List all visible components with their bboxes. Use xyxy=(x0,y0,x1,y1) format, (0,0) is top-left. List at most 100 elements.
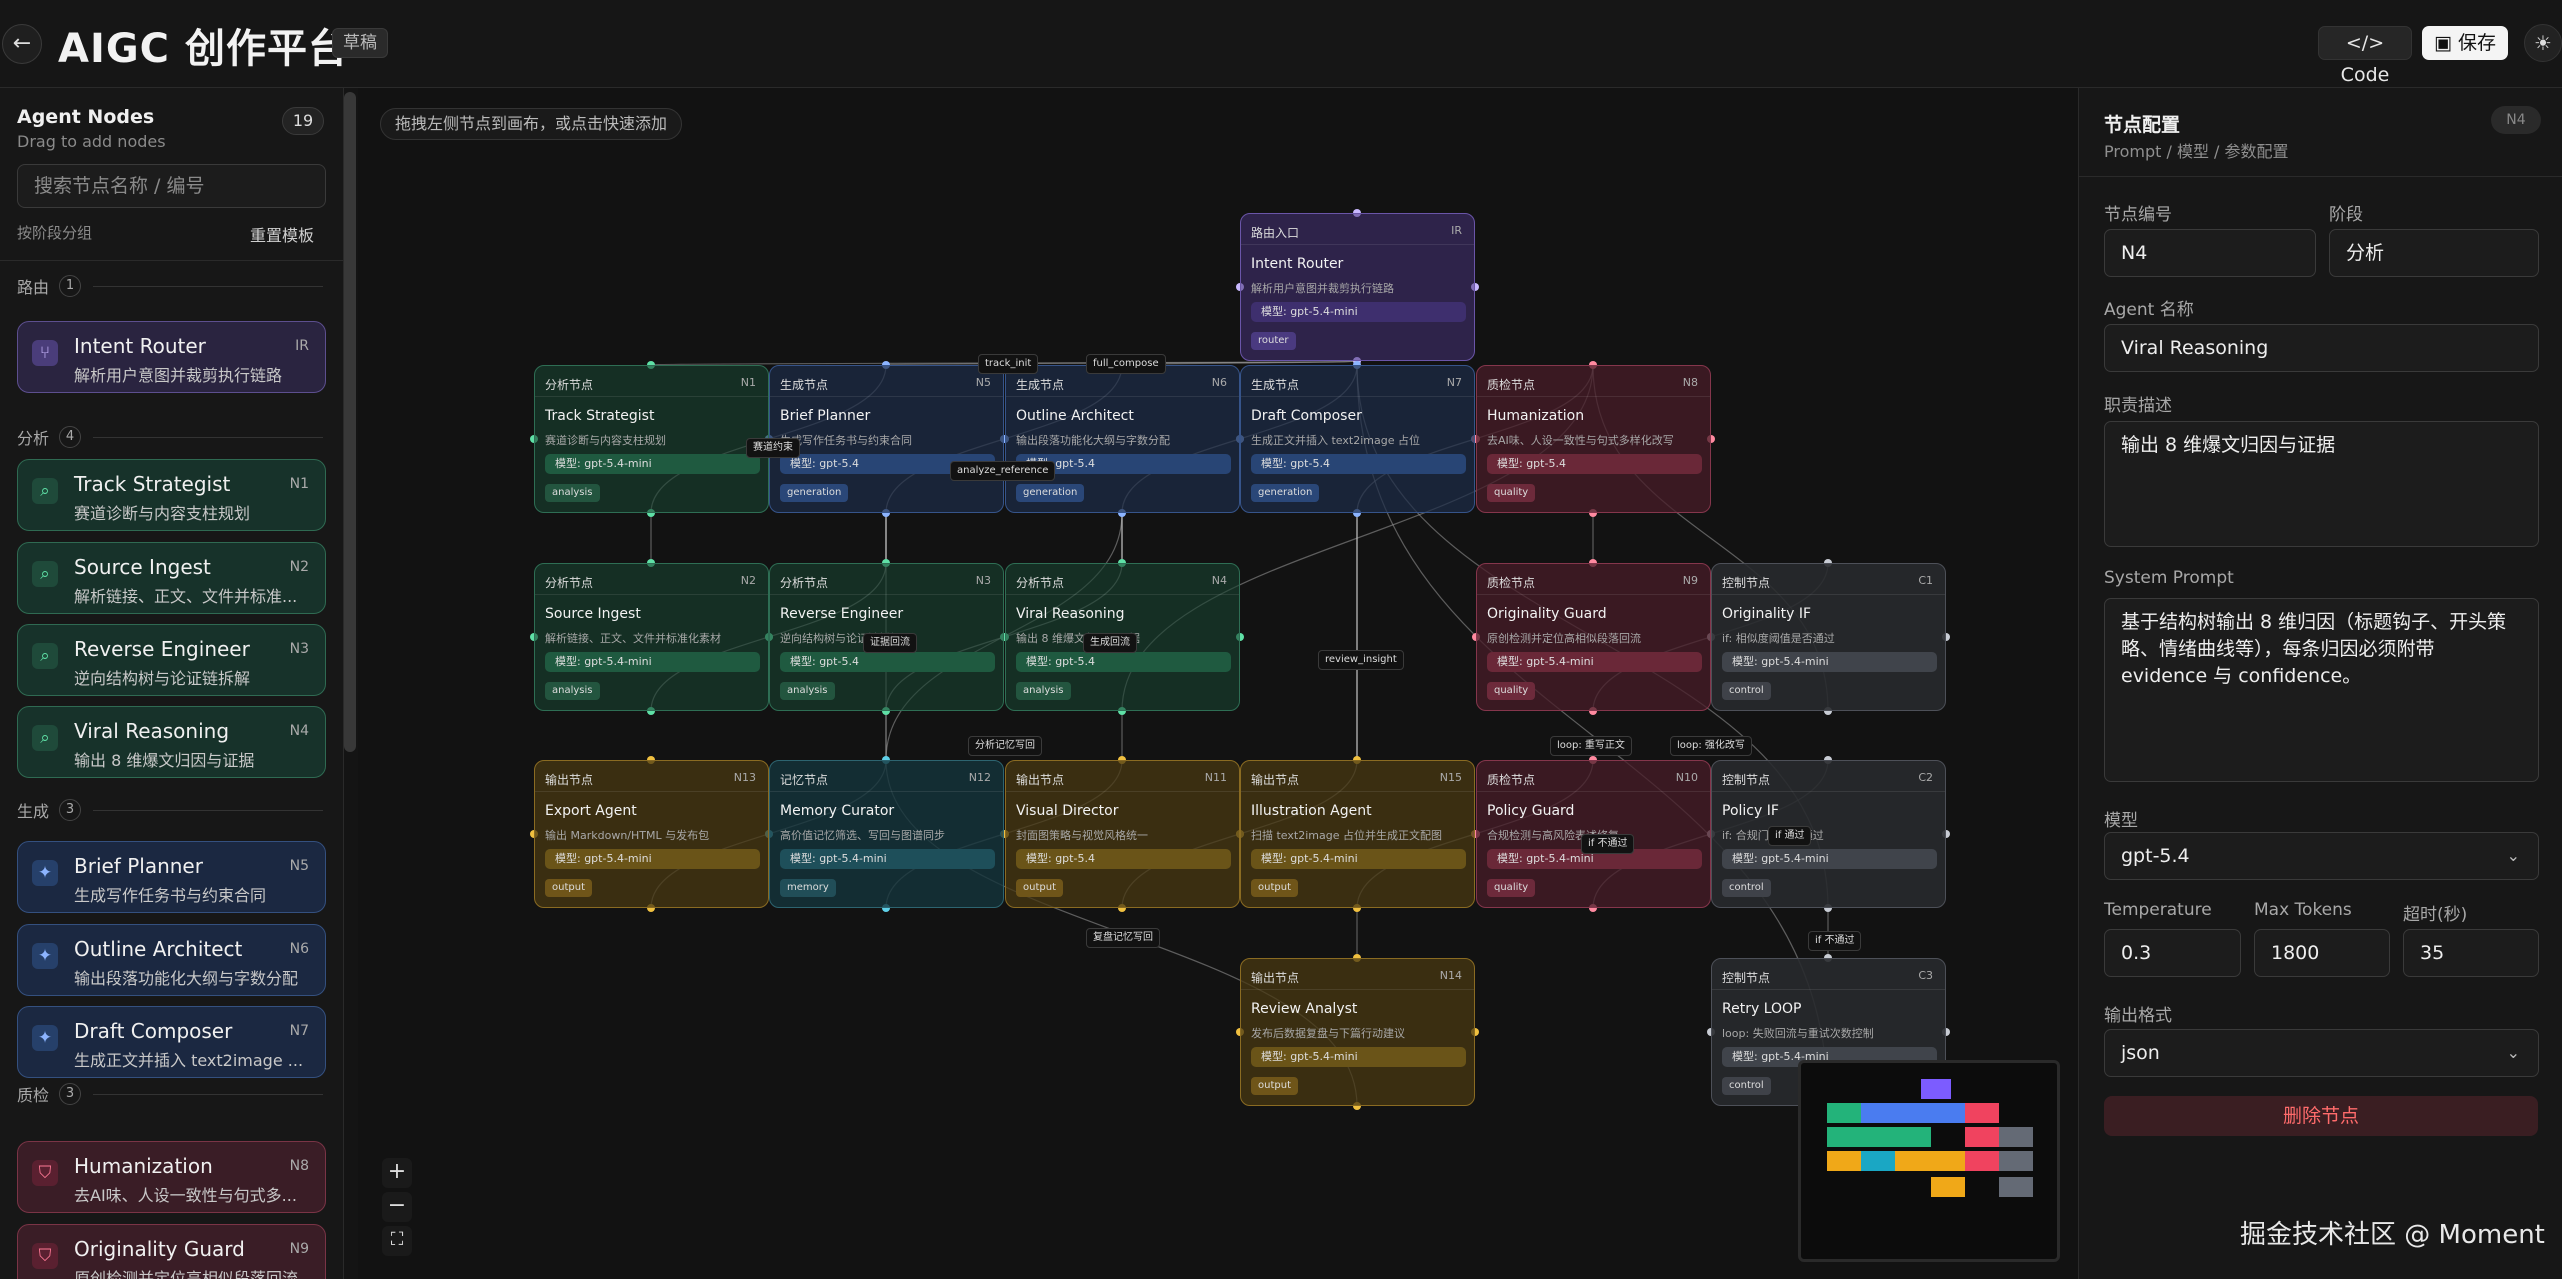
reset-template-button[interactable]: 重置模板 xyxy=(250,226,315,245)
duty-textarea[interactable]: 输出 8 维爆文归因与证据 xyxy=(2104,421,2539,547)
agent-name-field[interactable]: Viral Reasoning xyxy=(2104,324,2539,372)
temperature-field[interactable]: 0.3 xyxy=(2104,929,2241,977)
node-id: N12 xyxy=(968,771,991,784)
group-by-stage-toggle[interactable]: 按阶段分组 xyxy=(17,224,93,242)
node-id-field[interactable]: N4 xyxy=(2104,229,2316,277)
canvas-node-n2[interactable]: 分析节点 N2 Source Ingest 解析链接、正文、文件并标准化素材 模… xyxy=(534,563,769,711)
canvas-node-ir[interactable]: 路由入口 IR Intent Router 解析用户意图并裁剪执行链路 模型: … xyxy=(1240,213,1475,361)
canvas-node-n12[interactable]: 记忆节点 N12 Memory Curator 高价值记忆筛选、写回与图谱同步 … xyxy=(769,760,1004,908)
model-select[interactable]: gpt-5.4 ⌄ xyxy=(2104,832,2539,880)
fit-view-button[interactable]: ⛶ xyxy=(382,1226,412,1256)
node-card-n5[interactable]: ✦ Brief Planner 生成写作任务书与约束合同 N5 xyxy=(17,841,326,913)
code-button[interactable]: </> Code xyxy=(2318,26,2412,86)
stage-field[interactable]: 分析 xyxy=(2329,229,2539,277)
node-card-name: Draft Composer xyxy=(74,1019,233,1043)
node-stage: 质检节点 xyxy=(1487,576,1536,590)
node-card-n1[interactable]: ⌕ Track Strategist 赛道诊断与内容支柱规划 N1 xyxy=(17,459,326,531)
canvas-node-n13[interactable]: 输出节点 N13 Export Agent 输出 Markdown/HTML 与… xyxy=(534,760,769,908)
canvas-hint: 拖拽左侧节点到画布，或点击快速添加 xyxy=(380,108,683,140)
canvas-node-n11[interactable]: 输出节点 N11 Visual Director 封面图策略与视觉风格统一 模型… xyxy=(1005,760,1240,908)
canvas-node-n3[interactable]: 分析节点 N3 Reverse Engineer 逆向结构树与论证链拆解 模型:… xyxy=(769,563,1004,711)
node-desc: loop: 失败回流与重试次数控制 xyxy=(1722,1027,1874,1040)
node-card-desc: 去AI味、人设一致性与句式多... xyxy=(74,1186,297,1205)
output-format-select[interactable]: json ⌄ xyxy=(2104,1029,2539,1077)
canvas-node-n15[interactable]: 输出节点 N15 Illustration Agent 扫描 text2imag… xyxy=(1240,760,1475,908)
zoom-in-button[interactable]: + xyxy=(382,1158,412,1188)
node-model: 模型: gpt-5.4-mini xyxy=(545,849,760,869)
canvas-node-n5[interactable]: 生成节点 N5 Brief Planner 生成写作任务书与约束合同 模型: g… xyxy=(769,365,1004,513)
node-tag: quality xyxy=(1487,484,1536,502)
sparkle-icon: ✦ xyxy=(32,943,58,969)
code-button-label: Code xyxy=(2340,64,2390,86)
edge-label: 复盘记忆写回 xyxy=(1086,928,1160,948)
workflow-canvas[interactable]: 路由入口 IR Intent Router 解析用户意图并裁剪执行链路 模型: … xyxy=(358,88,2078,1279)
canvas-node-n8[interactable]: 质检节点 N8 Humanization 去AI味、人设一致性与句式多样化改写 … xyxy=(1476,365,1711,513)
canvas-node-c1[interactable]: 控制节点 C1 Originality IF if: 相似度阈值是否通过 模型:… xyxy=(1711,563,1946,711)
node-card-ir[interactable]: ⑂ Intent Router 解析用户意图并裁剪执行链路 IR xyxy=(17,321,326,393)
node-divider xyxy=(1241,396,1474,397)
timeout-field[interactable]: 35 xyxy=(2403,929,2539,977)
edge-label: analyze_reference xyxy=(950,461,1056,481)
node-model: 模型: gpt-5.4-mini xyxy=(1251,1047,1466,1067)
node-card-code: N6 xyxy=(289,941,309,957)
canvas-node-n6[interactable]: 生成节点 N6 Outline Architect 输出段落功能化大纲与字数分配… xyxy=(1005,365,1240,513)
node-tag: control xyxy=(1722,682,1771,700)
divider xyxy=(0,260,343,261)
section-label: 路由 xyxy=(17,278,50,297)
node-stage: 输出节点 xyxy=(1251,773,1300,787)
node-name: Illustration Agent xyxy=(1251,803,1372,819)
node-card-n3[interactable]: ⌕ Reverse Engineer 逆向结构树与论证链拆解 N3 xyxy=(17,624,326,696)
node-name: Retry LOOP xyxy=(1722,1001,1802,1017)
canvas-node-n1[interactable]: 分析节点 N1 Track Strategist 赛道诊断与内容支柱规划 模型:… xyxy=(534,365,769,513)
node-card-n9[interactable]: ⛉ Originality Guard 原创检测并定位高相似段落回流 N9 xyxy=(17,1224,326,1279)
delete-node-button[interactable]: 删除节点 xyxy=(2104,1096,2538,1136)
node-search-input[interactable] xyxy=(17,164,326,208)
node-name: Policy Guard xyxy=(1487,803,1575,819)
section-rule xyxy=(93,436,324,438)
section-label: 质检 xyxy=(17,1086,50,1105)
node-card-n2[interactable]: ⌕ Source Ingest 解析链接、正文、文件并标准... N2 xyxy=(17,542,326,614)
node-id: N2 xyxy=(740,574,756,587)
model-label: 模型 xyxy=(2104,811,2138,831)
node-tag: generation xyxy=(1016,484,1085,502)
zoom-out-button[interactable]: − xyxy=(382,1192,412,1222)
canvas-node-n9[interactable]: 质检节点 N9 Originality Guard 原创检测并定位高相似段落回流… xyxy=(1476,563,1711,711)
sparkle-icon: ✦ xyxy=(32,1025,58,1051)
back-button[interactable]: ← xyxy=(2,24,42,64)
chevron-down-icon: ⌄ xyxy=(2506,846,2520,865)
canvas-node-n14[interactable]: 输出节点 N14 Review Analyst 发布后数据复盘与下篇行动建议 模… xyxy=(1240,958,1475,1106)
edge-label: review_insight xyxy=(1318,650,1404,670)
section-header: 生成 3 xyxy=(17,798,324,822)
stage-label: 阶段 xyxy=(2329,205,2363,225)
canvas-node-n7[interactable]: 生成节点 N7 Draft Composer 生成正文并插入 text2imag… xyxy=(1240,365,1475,513)
edge-label: track_init xyxy=(978,354,1039,374)
node-model: 模型: gpt-5.4 xyxy=(780,652,995,672)
minimap[interactable] xyxy=(1798,1060,2060,1262)
node-card-n6[interactable]: ✦ Outline Architect 输出段落功能化大纲与字数分配 N6 xyxy=(17,924,326,996)
canvas-node-c2[interactable]: 控制节点 C2 Policy IF if: 合规门禁是否通过 模型: gpt-5… xyxy=(1711,760,1946,908)
shield-icon: ⛉ xyxy=(32,1160,58,1186)
node-stage: 分析节点 xyxy=(545,576,594,590)
divider xyxy=(2079,176,2562,177)
node-stage: 分析节点 xyxy=(545,378,594,392)
node-stage: 输出节点 xyxy=(1251,971,1300,985)
node-model: 模型: gpt-5.4 xyxy=(1016,652,1231,672)
theme-toggle-button[interactable]: ☀ xyxy=(2524,24,2562,62)
node-name: Humanization xyxy=(1487,408,1585,424)
node-stage: 生成节点 xyxy=(1016,378,1065,392)
node-tag: analysis xyxy=(780,682,835,700)
left-scrollbar[interactable] xyxy=(344,92,356,752)
node-id: N3 xyxy=(975,574,991,587)
system-prompt-textarea[interactable]: 基于结构树输出 8 维归因（标题钩子、开头策略、情绪曲线等），每条归因必须附带 … xyxy=(2104,598,2539,782)
node-name: Outline Architect xyxy=(1016,408,1134,424)
search-icon: ⌕ xyxy=(32,561,58,587)
node-card-n4[interactable]: ⌕ Viral Reasoning 输出 8 维爆文归因与证据 N4 xyxy=(17,706,326,778)
node-stage: 控制节点 xyxy=(1722,773,1771,787)
edge-label: 证据回流 xyxy=(863,633,917,653)
max-tokens-field[interactable]: 1800 xyxy=(2254,929,2390,977)
node-card-n7[interactable]: ✦ Draft Composer 生成正文并插入 text2image ... … xyxy=(17,1006,326,1078)
save-button[interactable]: ▣ 保存 xyxy=(2422,26,2508,60)
node-desc: 原创检测并定位高相似段落回流 xyxy=(1487,632,1641,645)
node-card-n8[interactable]: ⛉ Humanization 去AI味、人设一致性与句式多... N8 xyxy=(17,1141,326,1213)
minimap-node xyxy=(1827,1103,1861,1123)
